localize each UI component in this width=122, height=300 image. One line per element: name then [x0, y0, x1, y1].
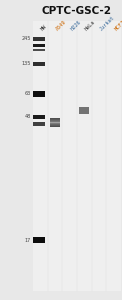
Bar	[33, 21, 121, 291]
Bar	[50, 119, 60, 120]
Bar	[33, 122, 45, 126]
Bar	[33, 44, 45, 47]
Text: H226: H226	[70, 19, 82, 32]
Bar	[33, 37, 45, 41]
Text: CPTC-GSC-2: CPTC-GSC-2	[42, 5, 112, 16]
Bar	[50, 120, 60, 121]
Bar	[50, 119, 60, 120]
Bar	[50, 118, 60, 119]
Bar	[50, 125, 60, 126]
Bar	[50, 124, 60, 125]
Bar	[50, 126, 60, 127]
Bar	[50, 124, 60, 125]
Bar	[50, 121, 60, 122]
Bar	[33, 62, 45, 66]
Bar	[50, 122, 60, 123]
Text: MW: MW	[40, 23, 48, 32]
Bar	[79, 107, 89, 114]
Bar	[33, 49, 45, 51]
Bar	[50, 126, 60, 127]
Bar	[50, 118, 60, 119]
Text: 48: 48	[25, 115, 31, 119]
Text: Jurkat: Jurkat	[99, 15, 116, 32]
Text: A549: A549	[55, 19, 67, 32]
Bar	[50, 120, 60, 121]
Bar	[50, 125, 60, 126]
Bar	[33, 237, 45, 243]
Bar	[50, 122, 60, 123]
Text: MCF7: MCF7	[113, 19, 122, 32]
Bar	[33, 91, 45, 97]
Bar	[33, 115, 45, 119]
Text: HeLa: HeLa	[84, 19, 97, 32]
Text: 63: 63	[25, 91, 31, 96]
Bar	[50, 123, 60, 124]
Text: 135: 135	[22, 61, 31, 66]
Text: 17: 17	[25, 238, 31, 242]
Bar	[50, 120, 60, 121]
Text: 245: 245	[22, 36, 31, 41]
Bar	[50, 124, 60, 125]
Bar	[50, 123, 60, 124]
Bar	[50, 121, 60, 122]
